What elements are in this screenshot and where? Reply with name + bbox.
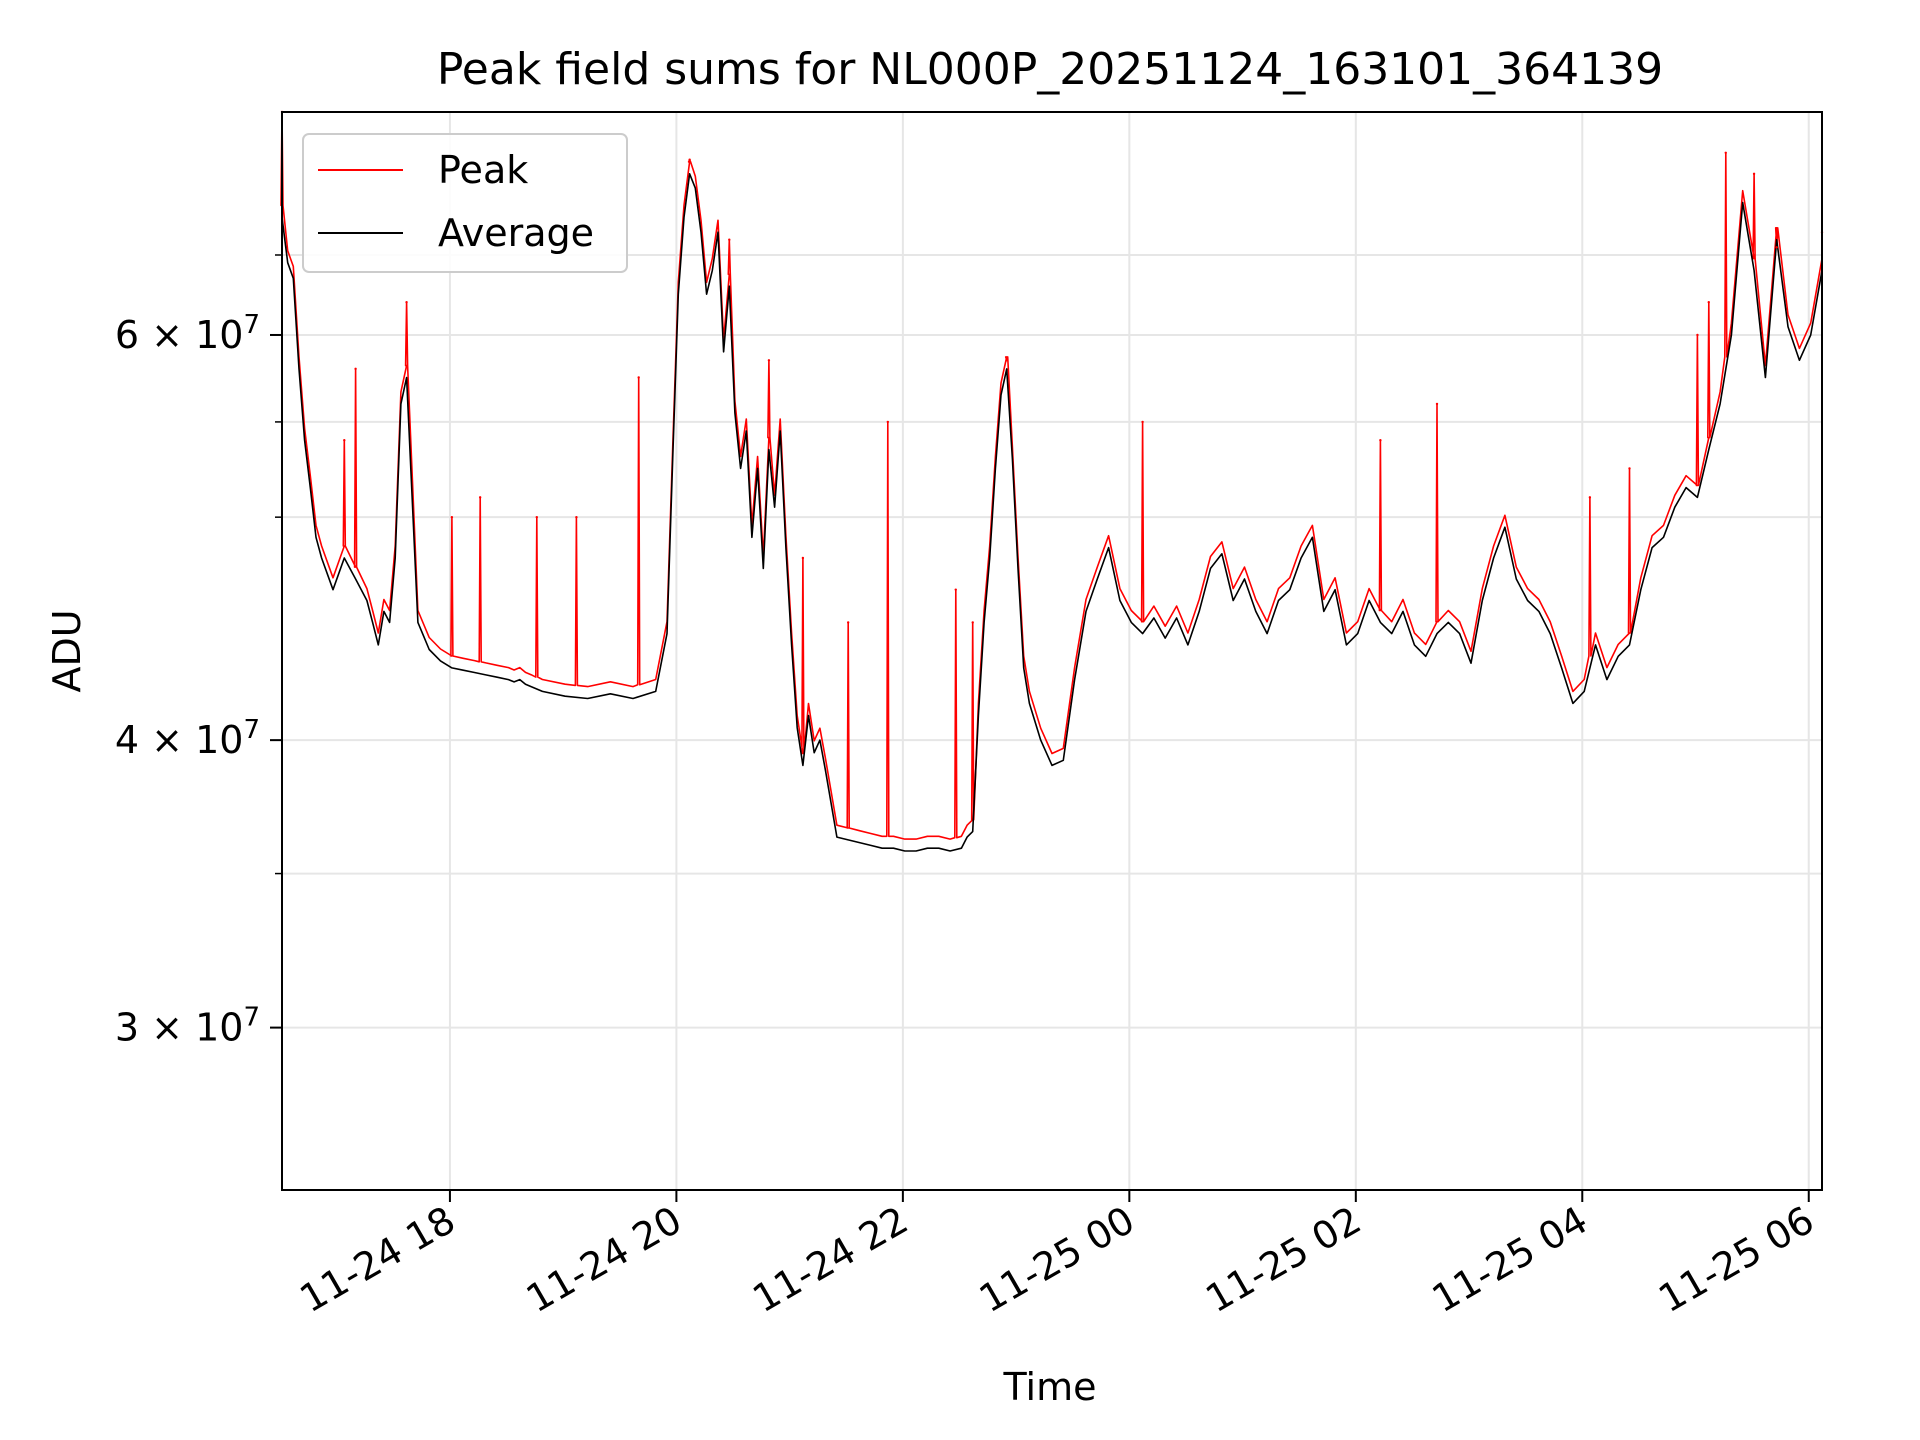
peak-spike-point — [801, 556, 805, 560]
peak-spike-point — [575, 515, 578, 519]
peak-spike-point — [354, 367, 357, 371]
peak-spike-point — [846, 621, 850, 624]
peak-spike-point — [1775, 246, 1778, 249]
peak-spike-point — [1005, 359, 1008, 362]
chart-title: Peak field sums for NL000P_20251124_1631… — [437, 44, 1663, 95]
peak-spike-point — [688, 158, 691, 161]
y-axis-label: ADU — [45, 609, 89, 692]
peak-spike-point — [954, 588, 957, 591]
plot-area — [280, 110, 1824, 852]
y-tick-label: 4 × 107 — [115, 715, 260, 762]
peak-spike-point — [886, 420, 890, 424]
peak-spike-point — [1141, 420, 1144, 424]
peak-spike-point — [535, 515, 538, 519]
peak-spike-point — [637, 376, 640, 379]
peak-spike-point — [1435, 402, 1439, 406]
peak-spike-point — [343, 439, 346, 442]
peak-spike-point — [971, 621, 974, 624]
y-axis: 3 × 107 4 × 107 6 × 107 — [115, 254, 282, 1050]
x-axis-label: Time — [1003, 1365, 1097, 1409]
y-tick-label: 3 × 107 — [115, 1003, 260, 1050]
legend: Peak Average — [302, 133, 628, 273]
peak-spike-point — [405, 301, 408, 304]
peak-spike-point — [767, 359, 771, 362]
legend-average-label: Average — [438, 211, 594, 255]
peak-spike-point — [1707, 301, 1710, 304]
peak-spike-point — [1628, 467, 1631, 470]
legend-box — [302, 133, 628, 273]
peak-spike-point — [478, 496, 482, 499]
peak-spike-point — [1724, 151, 1727, 154]
legend-peak-label: Peak — [438, 148, 528, 192]
y-tick-label: 6 × 107 — [115, 310, 260, 357]
peak-spike-point — [1379, 439, 1382, 442]
peak-spike-point — [1752, 172, 1756, 176]
peak-spike-point — [728, 238, 731, 241]
peak-spike-point — [450, 515, 454, 519]
average-series-line — [281, 173, 1823, 852]
axes-frame — [281, 111, 1823, 1191]
peak-spike-point — [1588, 496, 1592, 499]
peak-series-line — [280, 111, 1823, 840]
peak-spike-point — [1696, 333, 1699, 337]
